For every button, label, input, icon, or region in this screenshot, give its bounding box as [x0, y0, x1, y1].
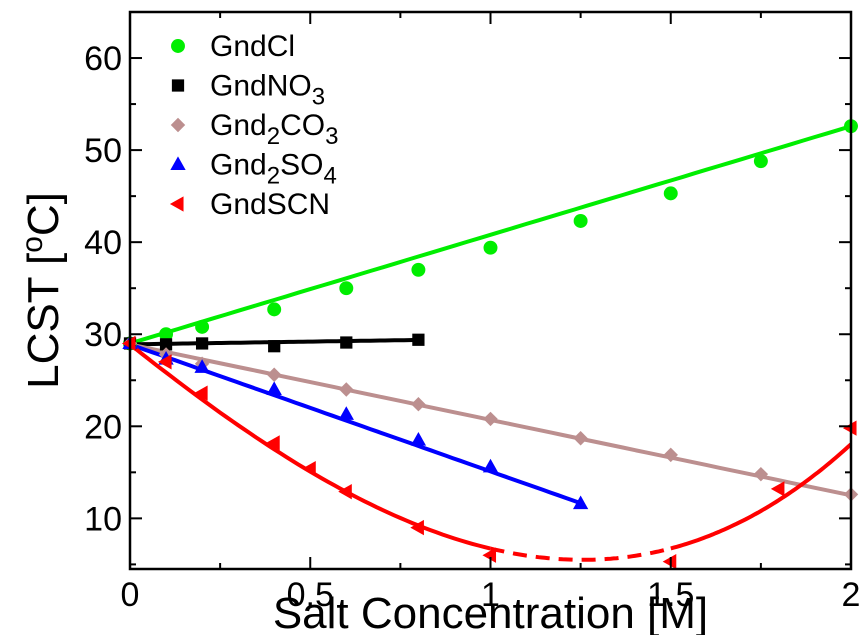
marker-gndcl: [267, 302, 282, 317]
fit-line-gndscn: [670, 442, 851, 551]
marker-gndscn: [121, 335, 136, 352]
marker-gnd2co3: [573, 431, 588, 446]
marker-gndscn: [266, 435, 280, 451]
x-tick-label: 0: [121, 576, 140, 614]
marker-gndno3: [159, 338, 173, 351]
marker-gndscn: [662, 553, 677, 570]
y-tick-label: 30: [84, 316, 122, 354]
marker-gnd2co3: [266, 367, 282, 382]
marker-gndscn: [842, 420, 857, 436]
marker-gndcl: [195, 319, 210, 334]
marker-gnd2so4: [482, 458, 499, 473]
marker-gnd2so4: [266, 381, 282, 395]
marker-gndscn: [770, 481, 785, 497]
marker-gndcl: [339, 281, 354, 296]
marker-gnd2so4: [572, 495, 589, 510]
legend-label-gndscn: GndSCN: [210, 188, 330, 221]
y-axis-title-sup: o: [16, 236, 49, 253]
marker-gndno3: [340, 336, 353, 349]
marker-gnd2co3: [339, 382, 354, 397]
marker-gnd2co3: [753, 466, 769, 482]
y-axis-title-rest: C]: [19, 192, 68, 236]
legend-marker-gndcl: [171, 39, 185, 53]
x-tick-label: 1: [481, 576, 500, 614]
marker-gndscn: [338, 484, 352, 500]
legend-label-gndcl: GndCl: [210, 30, 295, 63]
marker-gnd2so4: [338, 406, 354, 420]
x-tick-label: 2: [842, 576, 861, 614]
y-tick-label: 60: [84, 40, 122, 78]
marker-gndcl: [483, 240, 498, 255]
marker-gnd2so4: [194, 359, 210, 373]
marker-gndcl: [159, 327, 174, 342]
y-tick-label: 20: [84, 408, 122, 446]
fit-line-gndscn: [130, 342, 491, 551]
marker-gnd2so4: [410, 432, 427, 446]
y-tick-label: 10: [84, 500, 122, 538]
marker-gndcl: [573, 214, 588, 228]
marker-gnd2co3: [411, 396, 426, 412]
marker-gndcl: [753, 154, 768, 169]
marker-gndno3: [412, 333, 425, 346]
marker-gndcl: [663, 186, 678, 201]
y-axis-title: LCST [oC]: [16, 192, 69, 389]
marker-gndscn: [410, 519, 424, 536]
y-axis-title-base: LCST [: [19, 253, 68, 389]
marker-gnd2co3: [663, 447, 678, 463]
axis-ticks: [129, 11, 852, 569]
legend-marker-gnd2co3: [170, 117, 186, 133]
x-tick-label: 0.5: [287, 576, 334, 614]
marker-gndno3: [195, 337, 209, 350]
marker-gndscn: [302, 460, 316, 477]
fit-line-gndcl: [130, 124, 851, 346]
x-tick-label: 1.5: [647, 576, 694, 614]
legend-label-gnd2co3: Gnd2CO3: [210, 109, 338, 150]
y-tick-label: 50: [84, 132, 122, 170]
data-markers: [121, 119, 859, 570]
fit-line-gndscn: [490, 546, 672, 562]
legend-marker-gnd2so4: [170, 156, 186, 171]
marker-gndno3: [268, 340, 281, 353]
legend-marker-gndscn: [169, 196, 184, 212]
legend-marker-gndno3: [171, 79, 185, 92]
legend-label-gnd2so4: Gnd2SO4: [210, 149, 337, 190]
marker-gndscn: [157, 354, 172, 370]
x-axis-title: Salt Concentration [M]: [273, 589, 708, 635]
marker-gndscn: [194, 385, 208, 401]
marker-gnd2co3: [483, 411, 498, 427]
y-tick-label: 40: [84, 224, 122, 262]
marker-gndcl: [411, 262, 426, 277]
legend-label-gndno3: GndNO3: [210, 70, 325, 111]
marker-gndscn: [482, 547, 497, 563]
tick-labels: 0 0.5 1 1.5 2 10 20 30 40 50 60: [84, 40, 860, 614]
